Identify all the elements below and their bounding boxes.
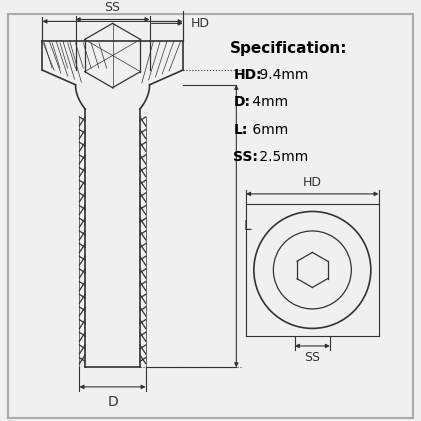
Text: HD:: HD: [233, 68, 262, 82]
Text: D:: D: [233, 96, 250, 109]
Text: 2.5mm: 2.5mm [255, 150, 309, 164]
Text: 4mm: 4mm [248, 96, 288, 109]
Text: L: L [244, 219, 252, 233]
Text: SS:: SS: [233, 150, 258, 164]
Text: 9.4mm: 9.4mm [255, 68, 309, 82]
Text: SS: SS [104, 0, 120, 13]
Text: L:: L: [233, 123, 248, 137]
Text: SS: SS [304, 351, 320, 364]
Text: HD: HD [191, 17, 210, 30]
Text: 6mm: 6mm [248, 123, 288, 137]
Text: Specification:: Specification: [229, 41, 347, 56]
Text: D: D [107, 394, 118, 409]
Text: HD: HD [303, 176, 322, 189]
